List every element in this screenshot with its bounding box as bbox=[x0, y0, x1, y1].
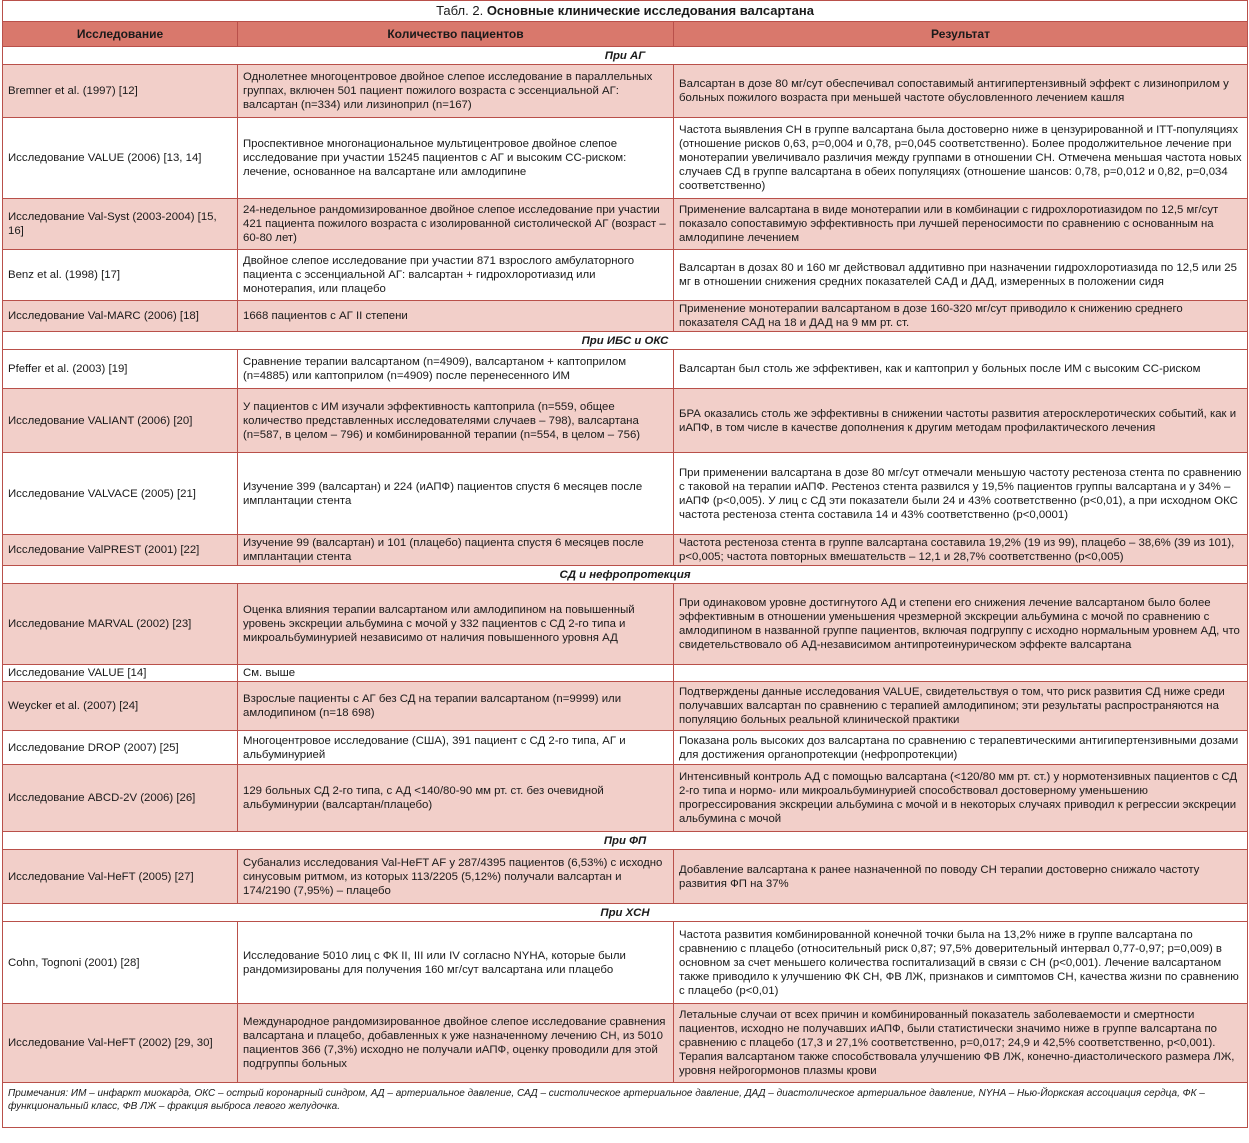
table-row: Исследование ValPREST (2001) [22] Изучени… bbox=[2, 534, 1249, 566]
cell-patients: У пациентов с ИМ изучали эффективность к… bbox=[237, 388, 674, 453]
cell-study: Weycker et al. (2007) [24] bbox=[2, 681, 238, 731]
section-header: При ФП bbox=[1, 831, 1249, 850]
cell-patients: Изучение 399 (валсартан) и 224 (иАПФ) па… bbox=[237, 452, 674, 535]
cell-result: При одинаковом уровне достигнутого АД и … bbox=[672, 583, 1249, 665]
table-number: Табл. 2. bbox=[436, 3, 484, 18]
cell-study: Исследование VALVACE (2005) [21] bbox=[2, 452, 238, 535]
column-header-study: Исследование bbox=[2, 21, 238, 47]
cell-result: Частота развития комбинированной конечно… bbox=[672, 921, 1249, 1004]
table-row: Исследование ABCD-2V (2006) [26] 129 боль… bbox=[2, 764, 1249, 832]
section-row: При АГ bbox=[1, 46, 1249, 65]
table-row: Исследование VALUE (2006) [13, 14] Проспе… bbox=[2, 117, 1249, 199]
cell-patients: Многоцентровое исследование (США), 391 п… bbox=[237, 730, 674, 765]
cell-patients: Двойное слепое исследование при участии … bbox=[237, 249, 674, 301]
section-row: СД и нефропротекция bbox=[1, 565, 1249, 584]
cell-study: Исследование ABCD-2V (2006) [26] bbox=[2, 764, 238, 832]
cell-result: Валсартан в дозах 80 и 160 мг действовал… bbox=[672, 249, 1249, 301]
cell-result: Валсартан в дозе 80 мг/сут обеспечивал с… bbox=[672, 64, 1249, 118]
section-header: СД и нефропротекция bbox=[1, 565, 1249, 584]
cell-patients: Взрослые пациенты с АГ без СД на терапии… bbox=[237, 681, 674, 731]
table-row: Pfeffer et al. (2003) [19] Сравнение тера… bbox=[2, 349, 1249, 389]
section-header: При ХСН bbox=[1, 903, 1249, 922]
column-header-patients: Количество пациентов bbox=[237, 21, 674, 47]
cell-study: Исследование Val-MARC (2006) [18] bbox=[2, 300, 238, 332]
table-row: Bremner et al. (1997) [12] Однолетнее мно… bbox=[2, 64, 1249, 118]
table-row: Исследование DROP (2007) [25] Многоцентро… bbox=[2, 730, 1249, 765]
cell-study: Исследование VALUE (2006) [13, 14] bbox=[2, 117, 238, 199]
cell-study: Pfeffer et al. (2003) [19] bbox=[2, 349, 238, 389]
cell-study: Benz et al. (1998) [17] bbox=[2, 249, 238, 301]
cell-result: БРА оказались столь же эффективны в сниж… bbox=[672, 388, 1249, 453]
cell-patients: Исследование 5010 лиц с ФК II, III или I… bbox=[237, 921, 674, 1004]
cell-result: При применении валсартана в дозе 80 мг/с… bbox=[672, 452, 1249, 535]
cell-patients: Оценка влияния терапии валсартаном или а… bbox=[237, 583, 674, 665]
table-title: Табл. 2. Основные клинические исследован… bbox=[1, 0, 1249, 22]
cell-patients: Проспективное многонациональное мультице… bbox=[237, 117, 674, 199]
cell-study: Исследование Val-HeFT (2005) [27] bbox=[2, 849, 238, 904]
cell-patients: 1668 пациентов с АГ II степени bbox=[237, 300, 674, 332]
cell-patients: Международное рандомизированное двойное … bbox=[237, 1003, 674, 1083]
cell-result: Показана роль высоких доз валсартана по … bbox=[672, 730, 1249, 765]
cell-result: Применение монотерапии валсартаном в доз… bbox=[672, 300, 1249, 332]
table-row: Исследование VALUE [14] См. выше bbox=[2, 664, 1249, 682]
cell-patients: Субанализ исследования Val-HeFT AF у 287… bbox=[237, 849, 674, 904]
table-row: Исследование VALIANT (2006) [20] У пациен… bbox=[2, 388, 1249, 453]
cell-result: Добавление валсартана к ранее назначенно… bbox=[672, 849, 1249, 904]
table-row: Benz et al. (1998) [17] Двойное слепое ис… bbox=[2, 249, 1249, 301]
table-notes: Примечания: ИМ – инфаркт миокарда, ОКС –… bbox=[1, 1082, 1249, 1128]
cell-patients: Изучение 99 (валсартан) и 101 (плацебо) … bbox=[237, 534, 674, 566]
table-title-text: Основные клинические исследования валсар… bbox=[486, 3, 814, 18]
cell-study: Bremner et al. (1997) [12] bbox=[2, 64, 238, 118]
cell-study: Исследование Val-HeFT (2002) [29, 30] bbox=[2, 1003, 238, 1083]
cell-result: Частота выявления СН в группе валсартана… bbox=[672, 117, 1249, 199]
table-row: Исследование Val-HeFT (2005) [27] Субанал… bbox=[2, 849, 1249, 904]
table-row: Исследование VALVACE (2005) [21] Изучение… bbox=[2, 452, 1249, 535]
section-row: При ФП bbox=[1, 831, 1249, 850]
cell-patients: См. выше bbox=[237, 664, 674, 682]
cell-patients: 24-недельное рандомизированное двойное с… bbox=[237, 198, 674, 250]
cell-result bbox=[672, 664, 1249, 682]
cell-patients: 129 больных СД 2-го типа, с АД <140/80-9… bbox=[237, 764, 674, 832]
cell-result: Частота рестеноза стента в группе валсар… bbox=[672, 534, 1249, 566]
table-row: Исследование Val-MARC (2006) [18] 1668 па… bbox=[2, 300, 1249, 332]
section-row: При ИБС и ОКС bbox=[1, 331, 1249, 350]
table-row: Исследование Val-HeFT (2002) [29, 30] Меж… bbox=[2, 1003, 1249, 1083]
table-row: Weycker et al. (2007) [24] Взрослые пацие… bbox=[2, 681, 1249, 731]
cell-patients: Сравнение терапии валсартаном (n=4909), … bbox=[237, 349, 674, 389]
cell-patients: Однолетнее многоцентровое двойное слепое… bbox=[237, 64, 674, 118]
section-header: При ИБС и ОКС bbox=[1, 331, 1249, 350]
cell-study: Исследование MARVAL (2002) [23] bbox=[2, 583, 238, 665]
cell-study: Исследование DROP (2007) [25] bbox=[2, 730, 238, 765]
cell-result: Применение валсартана в виде монотерапии… bbox=[672, 198, 1249, 250]
cell-study: Исследование VALIANT (2006) [20] bbox=[2, 388, 238, 453]
cell-study: Исследование ValPREST (2001) [22] bbox=[2, 534, 238, 566]
table-row: Исследование Val-Syst (2003-2004) [15, 1… bbox=[2, 198, 1249, 250]
table-row: Cohn, Tognoni (2001) [28] Исследование 50… bbox=[2, 921, 1249, 1004]
cell-result: Валсартан был столь же эффективен, как и… bbox=[672, 349, 1249, 389]
column-header-result: Результат bbox=[672, 21, 1249, 47]
cell-study: Исследование VALUE [14] bbox=[2, 664, 238, 682]
cell-result: Подтверждены данные исследования VALUE, … bbox=[672, 681, 1249, 731]
cell-result: Летальные случаи от всех причин и комбин… bbox=[672, 1003, 1249, 1083]
table-row: Исследование MARVAL (2002) [23] Оценка вл… bbox=[2, 583, 1249, 665]
section-row: При ХСН bbox=[1, 903, 1249, 922]
cell-study: Cohn, Tognoni (2001) [28] bbox=[2, 921, 238, 1004]
cell-study: Исследование Val-Syst (2003-2004) [15, 1… bbox=[2, 198, 238, 250]
section-header: При АГ bbox=[1, 46, 1249, 65]
cell-result: Интенсивный контроль АД с помощью валсар… bbox=[672, 764, 1249, 832]
